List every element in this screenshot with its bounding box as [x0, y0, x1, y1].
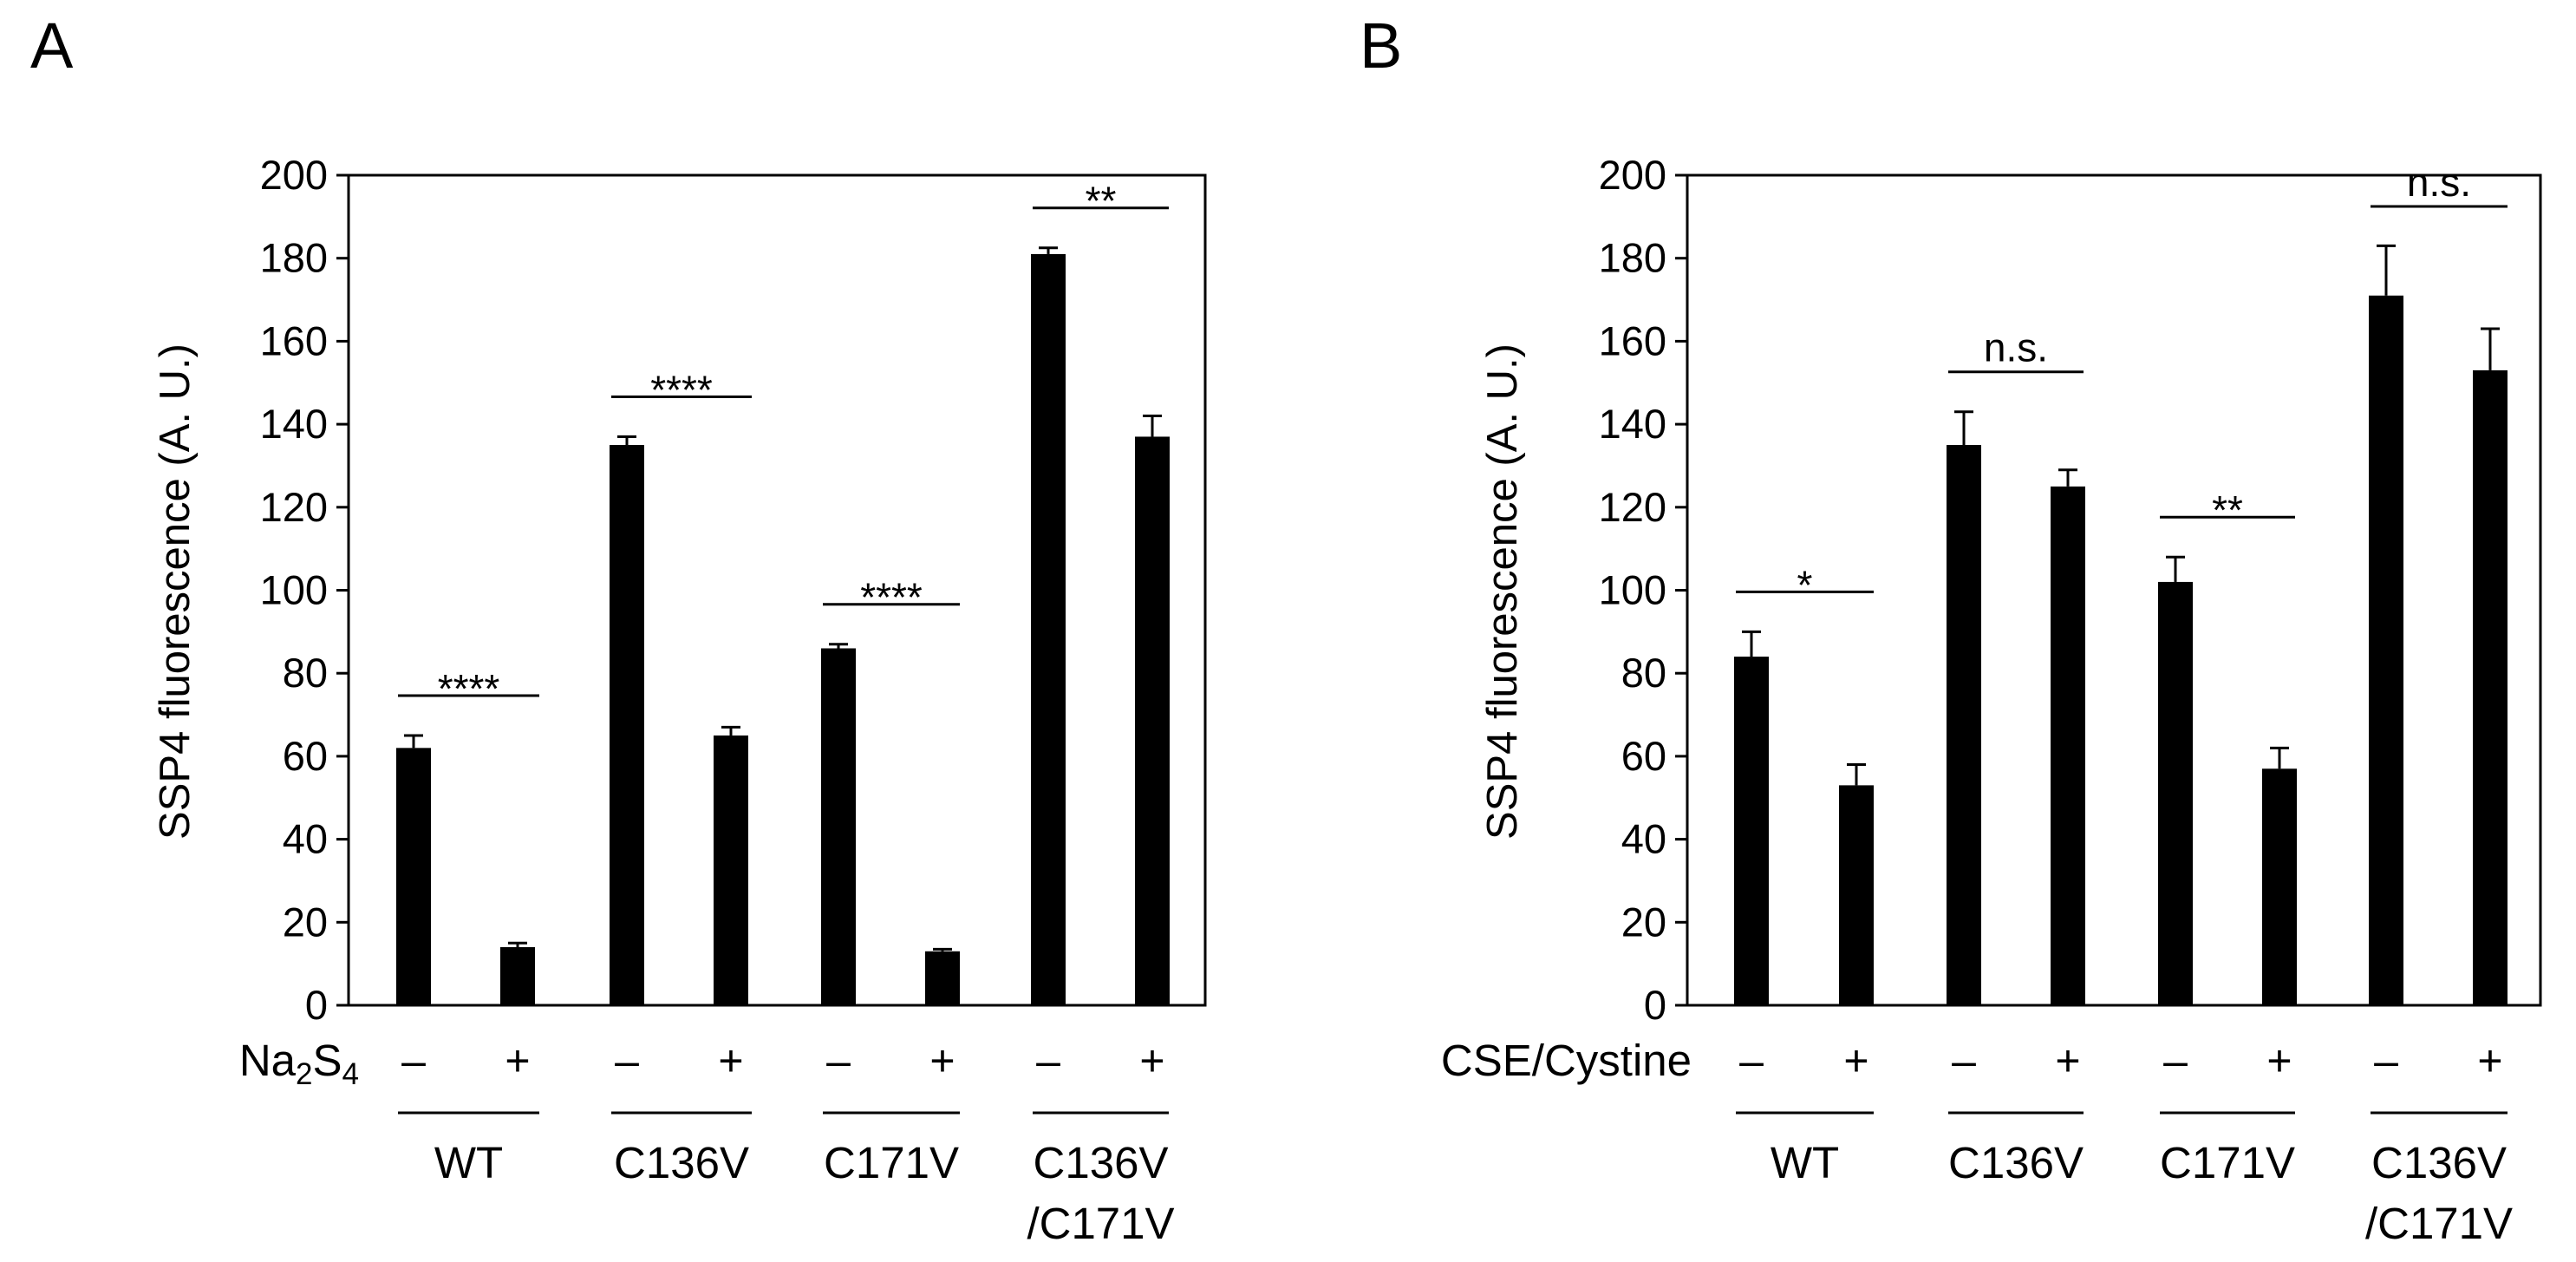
panel-a-y-axis-label: SSP4 fluorescence (A. U.) [152, 343, 199, 840]
group-label: C136V [1948, 1138, 2084, 1187]
bar [821, 648, 856, 1005]
bar [1031, 253, 1066, 1005]
panel-a-treatment-label: Na2S4 [239, 1036, 359, 1091]
group-label: C136V [1034, 1138, 1169, 1187]
treatment-sign-label: + [2477, 1036, 2502, 1085]
treatment-sign-label: – [1952, 1036, 1976, 1085]
treatment-sign-label: – [615, 1036, 639, 1085]
group-label-line2: /C171V [1027, 1199, 1174, 1248]
treatment-s: S [313, 1036, 342, 1085]
bar [1839, 785, 1874, 1005]
bar [925, 951, 960, 1005]
y-tick-label: 80 [283, 650, 328, 696]
treatment-sign-label: + [505, 1036, 530, 1085]
treatment-sign-label: + [718, 1036, 743, 1085]
bar [2158, 581, 2193, 1005]
bar [2051, 486, 2085, 1005]
bar [1947, 445, 1981, 1005]
panel-b-treatment-label: CSE/Cystine [1441, 1036, 1692, 1085]
significance-label: **** [650, 367, 713, 412]
bar [2369, 295, 2403, 1005]
group-label: WT [1771, 1138, 1839, 1187]
treatment-sub-4: 4 [342, 1057, 359, 1091]
panel-letter-b: B [1360, 10, 1402, 82]
y-tick-label: 120 [1599, 484, 1666, 530]
plot-frame [347, 173, 1207, 1007]
treatment-sign-label: – [1739, 1036, 1764, 1085]
treatment-sign-label: – [826, 1036, 851, 1085]
y-tick-label: 140 [260, 401, 328, 447]
treatment-sign-label: + [1843, 1036, 1868, 1085]
treatment-sign-label: + [2266, 1036, 2292, 1085]
bar [2473, 369, 2508, 1005]
y-tick-label: 120 [260, 484, 328, 530]
bar [2262, 768, 2297, 1005]
group-label: C136V [2371, 1138, 2507, 1187]
significance-label: n.s. [1984, 325, 2048, 370]
significance-label: ** [2212, 487, 2243, 533]
significance-label: ** [1086, 179, 1117, 224]
y-tick-label: 60 [283, 733, 328, 779]
plot-frame [1686, 173, 2542, 1007]
y-tick-label: 200 [1599, 152, 1666, 198]
y-tick-label: 0 [305, 982, 328, 1028]
treatment-sign-label: + [1139, 1036, 1164, 1085]
y-tick-label: 60 [1621, 733, 1666, 779]
y-tick-label: 180 [260, 235, 328, 281]
y-tick-label: 100 [260, 567, 328, 613]
panel-b-chart: 0 20 40 60 80 100 120 140 160 180 200 – + – + – + – + * n.s.… [1599, 152, 2542, 1248]
bar [1734, 657, 1769, 1005]
treatment-sub-2: 2 [296, 1057, 312, 1091]
panel-letter-a: A [30, 10, 74, 82]
significance-label: n.s. [2407, 160, 2471, 205]
y-tick-label: 160 [260, 317, 328, 363]
treatment-sign-label: – [1036, 1036, 1060, 1085]
treatment-sign-label: – [401, 1036, 426, 1085]
bar [500, 947, 535, 1005]
treatment-sign-label: + [2055, 1036, 2080, 1085]
significance-label: **** [438, 666, 500, 711]
y-tick-label: 80 [1621, 650, 1666, 696]
bar [1135, 436, 1170, 1006]
group-label: C171V [824, 1138, 959, 1187]
group-label: C171V [2160, 1138, 2295, 1187]
group-label-line2: /C171V [2365, 1199, 2513, 1248]
y-tick-label: 20 [283, 899, 328, 945]
bar [610, 445, 644, 1005]
group-label: C136V [614, 1138, 749, 1187]
bar [714, 735, 748, 1005]
treatment-na: Na [239, 1036, 297, 1085]
treatment-sign-label: + [929, 1036, 955, 1085]
y-tick-label: 0 [1644, 982, 1666, 1028]
y-tick-label: 20 [1621, 899, 1666, 945]
bar [396, 748, 431, 1005]
significance-label: **** [860, 575, 923, 620]
treatment-sign-label: – [2374, 1036, 2398, 1085]
y-tick-label: 140 [1599, 401, 1666, 447]
treatment-sign-label: – [2163, 1036, 2188, 1085]
y-tick-label: 40 [1621, 816, 1666, 862]
panel-b-y-axis-label: SSP4 fluorescence (A. U.) [1479, 343, 1526, 840]
y-tick-label: 100 [1599, 567, 1666, 613]
significance-label: * [1797, 562, 1813, 607]
y-tick-label: 160 [1599, 317, 1666, 363]
group-label: WT [434, 1138, 503, 1187]
y-tick-label: 40 [283, 816, 328, 862]
y-tick-label: 180 [1599, 235, 1666, 281]
y-tick-label: 200 [260, 152, 328, 198]
